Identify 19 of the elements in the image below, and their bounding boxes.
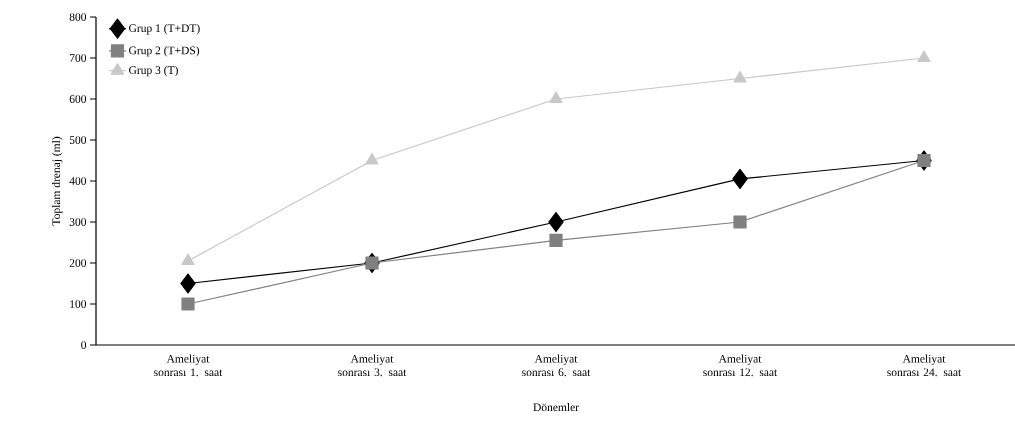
y-tick-label: 700 bbox=[70, 54, 87, 62]
legend-label: Grup 2 (T+DS) bbox=[129, 46, 200, 57]
y-tick-label: 600 bbox=[69, 95, 87, 103]
y-tick-label: 300 bbox=[69, 218, 87, 226]
y-tick-label: 200 bbox=[69, 259, 87, 267]
y-tick-label: 800 bbox=[69, 13, 87, 21]
x-axis-title: Dönemler bbox=[533, 403, 579, 412]
y-tick-label: 400 bbox=[69, 177, 87, 185]
y-tick-label: 500 bbox=[69, 136, 87, 144]
y-tick-label: 100 bbox=[70, 300, 87, 308]
y-tick-label: 0 bbox=[81, 341, 87, 349]
x-tick-label: Ameliyat sonrası 24. saat bbox=[887, 354, 962, 377]
legend-label: Grup 3 (T) bbox=[129, 65, 178, 77]
x-tick-label: Ameliyat sonrası 6. saat bbox=[522, 354, 591, 377]
x-tick-label: Ameliyat sonrası 3. saat bbox=[338, 354, 407, 377]
x-tick-label: Ameliyat sonrası 12. saat bbox=[703, 354, 778, 377]
legend-label: Grup 1 (T+DT) bbox=[129, 23, 200, 35]
y-axis-title: Toplam drenaj (ml) bbox=[51, 136, 63, 226]
x-tick-label: Ameliyat sonrası 1. saat bbox=[154, 354, 223, 377]
